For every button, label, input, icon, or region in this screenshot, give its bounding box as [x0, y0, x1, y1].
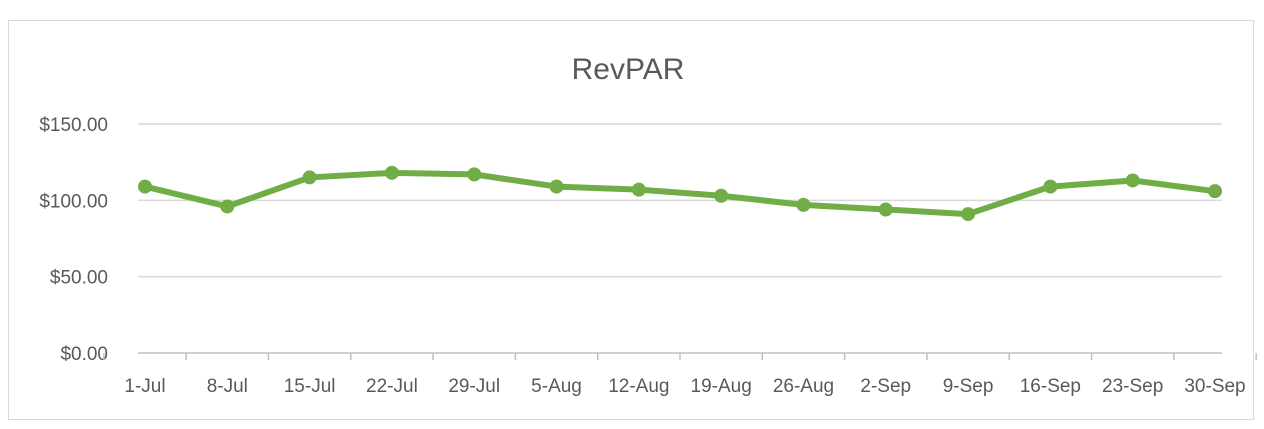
x-tick-label-26-Aug: 26-Aug: [773, 376, 834, 397]
x-tick-label-16-Sep: 16-Sep: [1020, 376, 1081, 397]
y-tick-label-0: $0.00: [60, 344, 108, 365]
data-point-12-Aug: [631, 182, 646, 197]
x-tick-label-23-Sep: 23-Sep: [1102, 376, 1163, 397]
data-point-15-Jul: [302, 170, 317, 185]
data-point-1-Jul: [138, 179, 152, 194]
gridlines: [138, 123, 1222, 278]
data-point-30-Sep: [1208, 184, 1222, 199]
data-point-26-Aug: [796, 197, 811, 212]
series-revpar: [138, 165, 1222, 222]
data-point-22-Jul: [384, 165, 399, 180]
x-axis: 1-Jul 8-Jul 15-Jul 22-Jul 29-Jul 5-Aug 12-Aug 1…: [103, 352, 1257, 397]
data-point-23-Sep: [1125, 173, 1140, 188]
data-point-2-Sep: [878, 202, 893, 217]
chart-title: RevPAR: [572, 53, 685, 86]
x-tick-label-29-Jul: 29-Jul: [448, 376, 500, 397]
data-point-9-Sep: [961, 207, 976, 222]
data-point-5-Aug: [549, 179, 564, 194]
x-tick-label-15-Jul: 15-Jul: [284, 376, 336, 397]
y-axis-tick-labels: $0.00 $50.00 $100.00 $150.00: [39, 115, 108, 365]
y-tick-label-100: $100.00: [39, 191, 108, 212]
x-tick-label-8-Jul: 8-Jul: [207, 376, 248, 397]
data-point-29-Jul: [467, 167, 482, 182]
x-tick-label-9-Sep: 9-Sep: [943, 376, 994, 397]
x-tick-label-30-Sep: 30-Sep: [1184, 376, 1245, 397]
y-tick-label-150: $150.00: [39, 115, 108, 136]
x-tick-label-2-Sep: 2-Sep: [860, 376, 911, 397]
data-point-16-Sep: [1043, 179, 1058, 194]
y-tick-label-50: $50.00: [50, 268, 108, 289]
x-tick-label-22-Jul: 22-Jul: [366, 376, 418, 397]
x-tick-label-12-Aug: 12-Aug: [608, 376, 669, 397]
x-tick-label-5-Aug: 5-Aug: [531, 376, 582, 397]
data-point-19-Aug: [714, 188, 729, 203]
x-tick-label-19-Aug: 19-Aug: [691, 376, 752, 397]
series-line: [142, 169, 1218, 218]
data-point-8-Jul: [220, 199, 235, 214]
x-tick-label-1-Jul: 1-Jul: [124, 376, 165, 397]
